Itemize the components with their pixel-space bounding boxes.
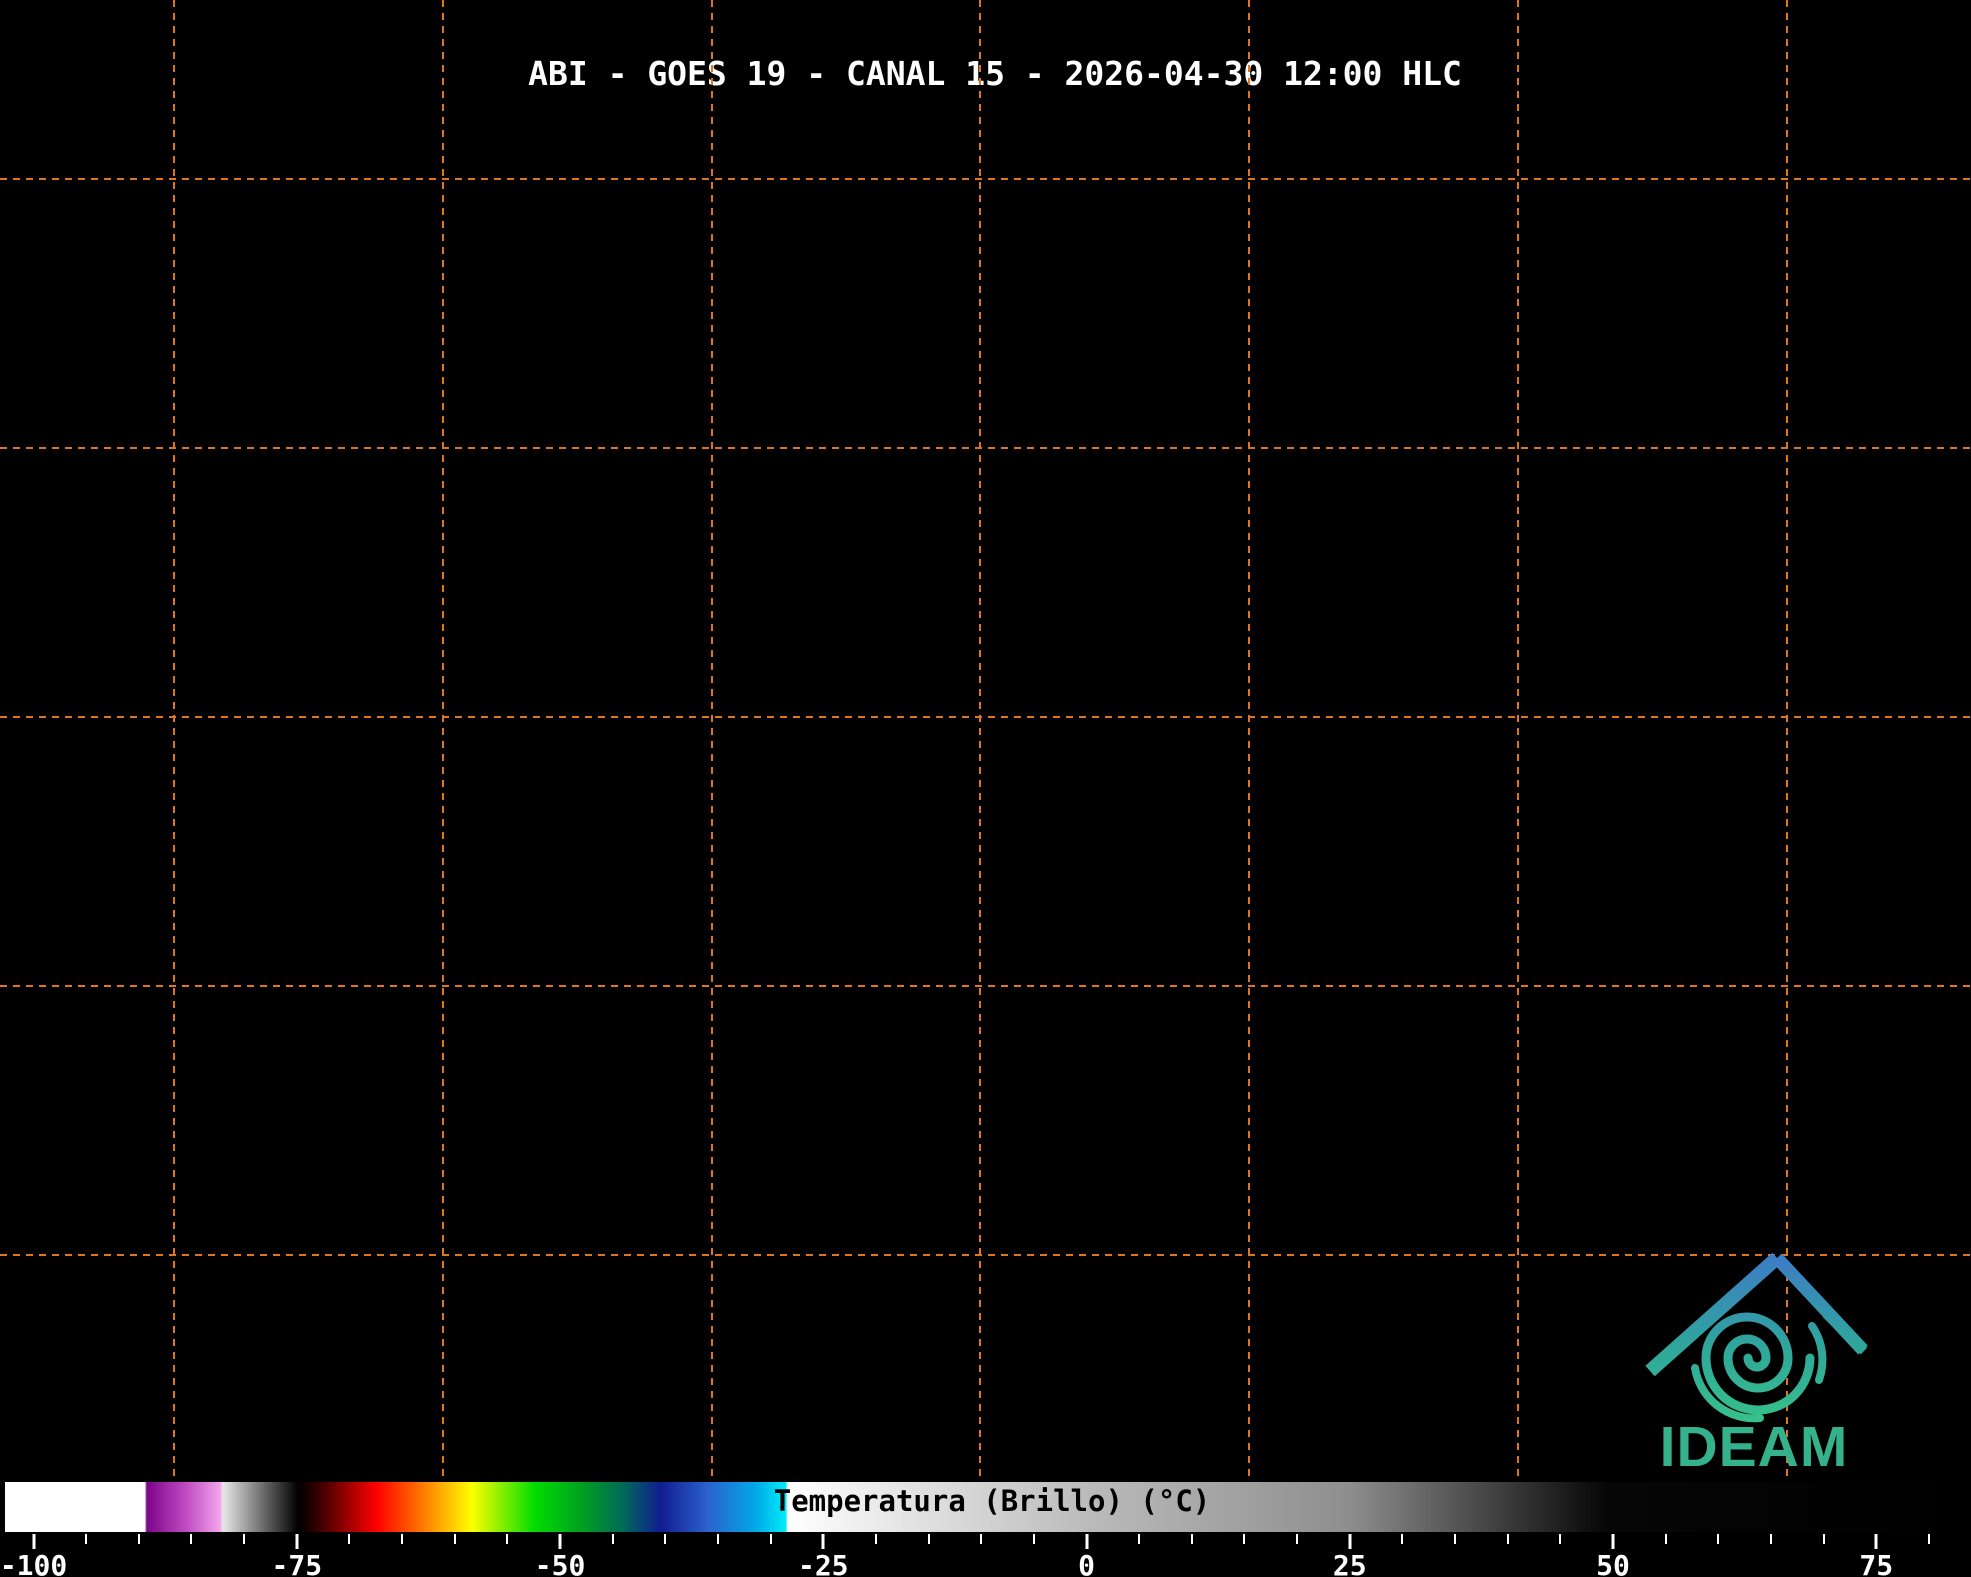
grid-line-vertical xyxy=(711,0,713,1479)
colorbar-minor-tick xyxy=(85,1534,88,1544)
colorbar-minor-tick xyxy=(243,1534,246,1544)
colorbar-minor-tick xyxy=(1717,1534,1720,1544)
colorbar-major-tick xyxy=(821,1534,825,1549)
colorbar-minor-tick xyxy=(1559,1534,1562,1544)
grid-line-vertical xyxy=(1248,0,1250,1479)
colorbar-minor-tick xyxy=(1138,1534,1141,1544)
grid-line-vertical xyxy=(173,0,175,1479)
colorbar-gradient xyxy=(3,1480,1971,1534)
mountain-swirl-icon xyxy=(1645,1252,1868,1423)
grid-line-horizontal xyxy=(0,1254,1971,1256)
colorbar-minor-tick xyxy=(1296,1534,1299,1544)
colorbar-major-tick xyxy=(32,1534,36,1549)
colorbar-minor-tick xyxy=(348,1534,351,1544)
colorbar-minor-tick xyxy=(769,1534,772,1544)
colorbar-major-tick xyxy=(558,1534,562,1549)
colorbar-minor-tick xyxy=(1032,1534,1035,1544)
colorbar-minor-tick xyxy=(1454,1534,1457,1544)
grid-line-horizontal xyxy=(0,447,1971,449)
colorbar-major-tick xyxy=(1348,1534,1352,1549)
colorbar-minor-tick xyxy=(716,1534,719,1544)
colorbar-minor-tick xyxy=(874,1534,877,1544)
ideam-logo-text: IDEAM xyxy=(1660,1415,1849,1475)
colorbar-minor-tick xyxy=(927,1534,930,1544)
image-title: ABI - GOES 19 - CANAL 15 - 2026-04-30 12… xyxy=(528,54,1462,93)
colorbar-minor-tick xyxy=(137,1534,140,1544)
colorbar-minor-tick xyxy=(1822,1534,1825,1544)
colorbar-minor-tick xyxy=(664,1534,667,1544)
colorbar-minor-tick xyxy=(1190,1534,1193,1544)
grid-line-horizontal xyxy=(0,716,1971,718)
colorbar-minor-tick xyxy=(190,1534,193,1544)
colorbar-major-tick xyxy=(1611,1534,1615,1549)
grid-line-vertical xyxy=(1786,0,1788,1479)
colorbar-minor-tick xyxy=(1401,1534,1404,1544)
colorbar-tick-label: -25 xyxy=(797,1549,849,1577)
colorbar-tick-label: -100 xyxy=(0,1549,68,1577)
grid-line-vertical xyxy=(1517,0,1519,1479)
colorbar-tick-label: 25 xyxy=(1332,1549,1367,1577)
colorbar-minor-tick xyxy=(1927,1534,1930,1544)
colorbar-minor-tick xyxy=(1506,1534,1509,1544)
colorbar-minor-tick xyxy=(1664,1534,1667,1544)
colorbar-major-tick xyxy=(295,1534,299,1549)
colorbar-label: Temperatura (Brillo) (°C) xyxy=(773,1484,1211,1518)
colorbar-minor-tick xyxy=(611,1534,614,1544)
colorbar-minor-tick xyxy=(1769,1534,1772,1544)
colorbar-tick-label: 75 xyxy=(1859,1549,1894,1577)
grid-line-horizontal xyxy=(0,985,1971,987)
colorbar-minor-tick xyxy=(980,1534,983,1544)
ideam-logo: IDEAM xyxy=(1645,1252,1868,1475)
colorbar-minor-tick xyxy=(453,1534,456,1544)
grid-line-vertical xyxy=(979,0,981,1479)
colorbar-tick-label: 0 xyxy=(1078,1549,1095,1577)
colorbar-axis: -100 -75 -50 -25 0 25 50 75 xyxy=(0,1534,1971,1577)
colorbar-major-tick xyxy=(1085,1534,1088,1549)
colorbar-minor-tick xyxy=(401,1534,404,1544)
grid-line-horizontal xyxy=(0,178,1971,180)
colorbar-minor-tick xyxy=(506,1534,509,1544)
colorbar-minor-tick xyxy=(1243,1534,1246,1544)
colorbar-major-tick xyxy=(1874,1534,1878,1549)
colorbar-tick-label: 50 xyxy=(1596,1549,1630,1577)
grid-line-vertical xyxy=(442,0,444,1479)
colorbar-tick-label: -50 xyxy=(534,1549,586,1577)
colorbar-tick-label: -75 xyxy=(271,1549,323,1577)
